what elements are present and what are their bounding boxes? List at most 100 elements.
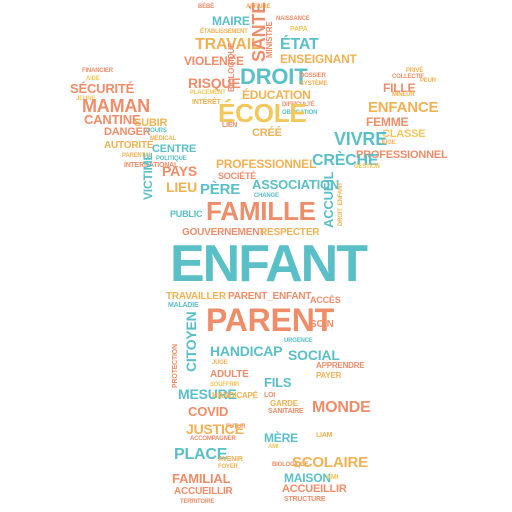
word-ami: Ami [326, 474, 339, 481]
word-choix: Avenir [218, 456, 243, 463]
word-gouvernement: Gouvernement [182, 227, 266, 238]
word-ministre: Ministre [265, 21, 274, 58]
word-souffrir: Juge [212, 360, 228, 366]
word-victime: Victime [141, 152, 155, 200]
word-classe: Fille [383, 81, 416, 95]
word-sanitaire: Sanitaire [268, 408, 304, 415]
word-difficulte: Difficulté [282, 102, 315, 108]
word-beneficier: Souffrir [210, 382, 240, 388]
word-public: Public [170, 209, 203, 219]
word-foyer: Futur [226, 424, 246, 430]
word-medical: Médical [150, 136, 176, 142]
word-mesure: Covid [188, 404, 229, 419]
word-proteger: Enfance [368, 99, 439, 116]
word-creche: Professionnel [356, 149, 448, 161]
word-mere: Place [174, 446, 228, 463]
word-justice: Mère [264, 431, 298, 445]
word-subir: Subir [134, 117, 168, 129]
word-affaire: Affaire [246, 4, 271, 10]
word-cree: Créé [252, 127, 282, 139]
word-securite: Sécurité [70, 81, 135, 96]
word-maire: Maire [212, 14, 250, 28]
word-parent: Parent [206, 302, 334, 338]
word-handicap: Handicap [210, 343, 283, 359]
word-accueillir: Accueillir [174, 486, 233, 497]
word-cours: Cours [146, 128, 167, 134]
word-societe: Société [218, 171, 257, 181]
word-pere: Père [200, 181, 241, 198]
word-femme: Classe [382, 128, 426, 140]
word-liam: Liam [316, 432, 333, 439]
word-prive: Privé [406, 68, 424, 74]
word-maladie: Maladie [168, 302, 199, 309]
word-droit-enfant: Change [254, 193, 279, 199]
word-respect2: Parental [122, 153, 153, 159]
word-peur: Peur [420, 78, 436, 84]
word-biologique: Biologique [227, 42, 236, 92]
word-travail: Travail [195, 36, 261, 53]
word-danger: Danger [104, 126, 151, 138]
word-acces: Accès [310, 295, 341, 305]
word-territoire: Territoire [180, 499, 215, 505]
word-loi: Monde [312, 399, 371, 416]
word-interet: Intérêt [192, 99, 221, 106]
word-naissance: Naissance [276, 16, 310, 22]
word-maison: Accueillir [282, 483, 347, 495]
word-apprendre: Apprendre [316, 361, 365, 370]
word-famille: Famille [206, 196, 316, 226]
word-association: Association [252, 177, 340, 192]
word-enseignant: Enseignant [280, 52, 357, 66]
word-parent-enfant: Parent_enfant [228, 291, 312, 302]
word-couple: Gestion [354, 164, 380, 170]
word-collectif: Collectif [392, 74, 424, 80]
word-bebe: Bébé [198, 4, 214, 10]
word-aide: Aide [86, 76, 100, 82]
word-fille: Vivre [334, 129, 388, 149]
word-maman: Maman [82, 96, 150, 116]
word-risque: Risque [188, 75, 241, 91]
word-placement: Placement [190, 90, 226, 96]
word-covid: Handicapé [212, 391, 258, 400]
word-social: Social [288, 347, 340, 363]
word-place: Scolaire [292, 454, 368, 471]
word-systeme: Système [300, 81, 328, 87]
word-dossier: Dossier [300, 73, 326, 79]
word-mineur: Mineur [392, 92, 415, 98]
word-lien: Lien [222, 122, 238, 129]
word-garde: Garde [270, 399, 298, 408]
word-pays: Pays [162, 163, 197, 179]
word-monde: Justice [186, 421, 244, 437]
word-drame: International [124, 162, 179, 169]
word-droit: Droit [240, 64, 308, 89]
word-fils: Mesure [178, 386, 237, 402]
word-familial: Maison [284, 471, 331, 485]
word-cantine: Cantine [84, 112, 141, 127]
word-enfance: Femme [366, 115, 409, 129]
word-adulte: Fils [264, 375, 292, 390]
word-vivre: Crèche [312, 152, 379, 169]
word-soin: Soin [310, 319, 334, 330]
word-centre: Centre [152, 143, 197, 155]
word-papa: Papa [290, 26, 308, 33]
word-education: Éducation [242, 88, 311, 102]
word-international: Politique [156, 156, 187, 162]
word-rapport: Foyer [218, 464, 238, 470]
word-avenir: Accompagner [190, 436, 236, 442]
word-lieu: Lieu [166, 179, 198, 195]
word-obligation: Obligation [282, 110, 318, 116]
word-enfant: Enfant [170, 235, 368, 293]
word-payer: Payer [316, 371, 342, 380]
word-developpement: Droit_enfant [338, 182, 344, 226]
word-violence: Violence [184, 54, 244, 68]
word-financier: Financier [82, 68, 113, 74]
word-probleme: Citoyen [183, 311, 199, 372]
word-etablissement: Établissement [200, 29, 248, 35]
word-ecole: École [218, 98, 307, 128]
word-etat: État [280, 36, 319, 53]
word-structure: Structure [284, 496, 326, 503]
word-respecter: Respecter [260, 227, 320, 238]
word-accompagner: Ami [268, 444, 279, 450]
word-parental: Urgence [284, 338, 313, 344]
word-accueil: Accueil [321, 171, 336, 228]
